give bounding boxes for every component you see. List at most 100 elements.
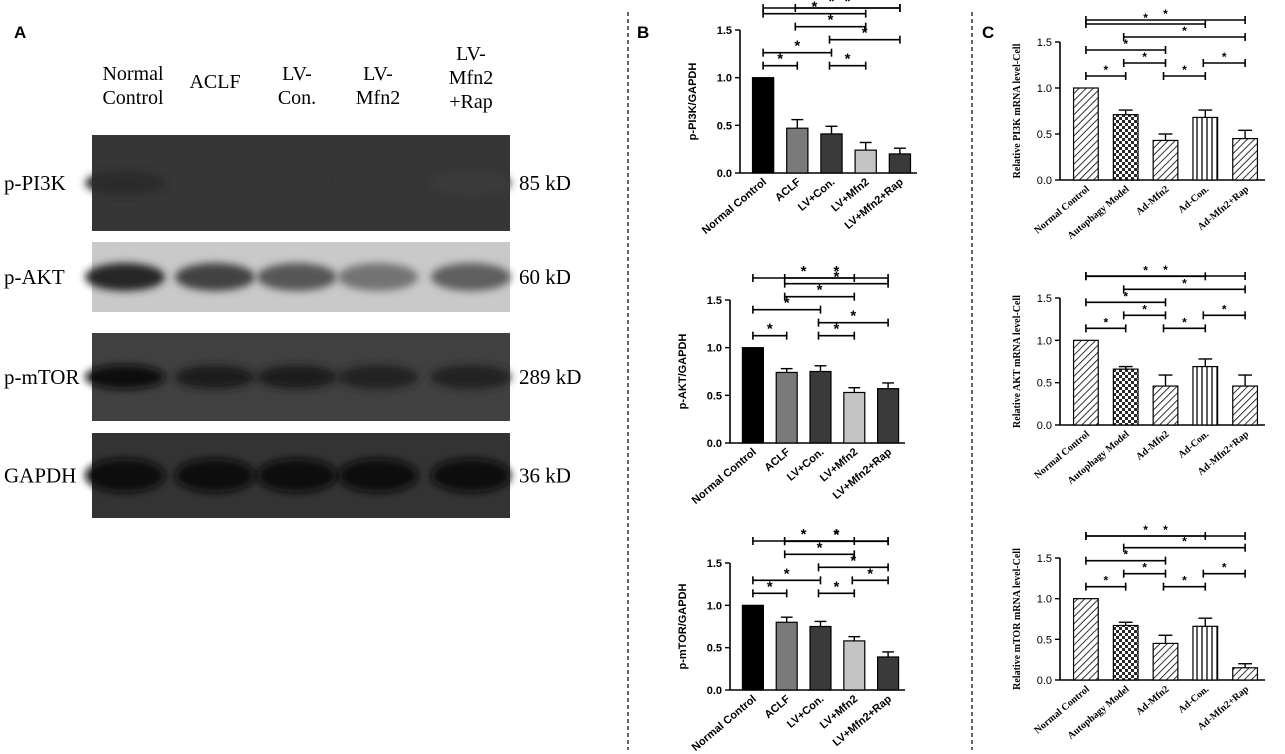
bar — [1152, 642, 1179, 681]
y-tick-label: 1.0 — [707, 343, 722, 355]
significance-star: * — [1222, 561, 1227, 575]
y-tick-label: 0.0 — [1037, 675, 1052, 687]
significance-bracket: * — [1202, 561, 1246, 578]
x-tick-label: Normal Control — [690, 446, 759, 507]
blot-band — [85, 263, 165, 291]
significance-bracket: * — [1122, 302, 1167, 320]
bar — [1232, 385, 1259, 426]
bar — [843, 640, 866, 691]
significance-bracket: * — [1085, 523, 1207, 540]
blot-band — [85, 458, 165, 493]
bar — [820, 133, 843, 174]
y-axis-label: Relative PI3K mRNA level-Cell — [1012, 43, 1023, 178]
bar — [1072, 339, 1099, 426]
x-tick-label: Ad-Con. — [1176, 429, 1211, 461]
significance-star: * — [784, 295, 790, 312]
significance-star: * — [850, 552, 856, 569]
significance-star: * — [767, 578, 773, 595]
significance-star: * — [1103, 574, 1108, 588]
significance-bracket: * — [817, 578, 856, 598]
bar — [775, 371, 798, 444]
significance-bracket: * — [1085, 7, 1246, 24]
significance-bracket: * — [1162, 63, 1207, 80]
significance-star: * — [1142, 50, 1147, 64]
y-tick-label: 0.5 — [717, 120, 732, 132]
blot-band — [338, 365, 418, 389]
blot-label: GAPDH — [4, 464, 76, 488]
significance-star: * — [1222, 302, 1227, 316]
x-tick-label: Ad-Mfn2 — [1134, 429, 1171, 463]
y-tick-label: 1.0 — [1037, 335, 1052, 347]
panel-letter-b: B — [637, 23, 649, 42]
blot-kd: 60 kD — [519, 265, 571, 289]
x-tick-label: ACLF — [762, 693, 792, 721]
significance-bracket: * — [817, 308, 889, 327]
y-axis-label: p-mTOR/GAPDH — [677, 583, 689, 669]
blot-row: p-PI3K 85 kD — [4, 135, 571, 231]
blot-label: p-PI3K — [4, 171, 66, 195]
bar — [1112, 624, 1139, 681]
x-tick-label: ACLF — [762, 446, 792, 474]
significance-bracket: * — [752, 263, 856, 282]
blot-band — [257, 263, 337, 291]
y-tick-label: 1.0 — [717, 73, 732, 85]
y-tick-label: 1.0 — [707, 600, 722, 612]
significance-star: * — [867, 565, 873, 582]
significance-bracket: * — [1085, 263, 1207, 281]
bar — [1072, 598, 1099, 681]
significance-star: * — [767, 321, 773, 338]
y-tick-label: 0.0 — [707, 685, 722, 697]
significance-bracket: * — [1085, 523, 1246, 540]
bar — [1192, 625, 1219, 681]
bar — [1192, 365, 1219, 426]
significance-star: * — [1182, 574, 1187, 588]
y-tick-label: 0.5 — [707, 643, 722, 655]
panel-a-western-blot: Normal Control ACLF LV-Con. LV-Mfn2 LV-Mfn2 +R… — [4, 43, 581, 518]
bar — [775, 621, 798, 691]
significance-star: * — [1143, 11, 1148, 25]
blot-band — [431, 263, 511, 291]
blot-band — [85, 171, 165, 195]
y-tick-label: 1.5 — [707, 558, 722, 570]
y-tick-label: 0.0 — [707, 438, 722, 450]
significance-bracket: * — [762, 38, 833, 57]
significance-star: * — [1143, 263, 1148, 277]
x-tick-label: Ad-Con. — [1176, 684, 1211, 716]
y-tick-label: 1.0 — [1037, 594, 1052, 606]
significance-star: * — [833, 578, 839, 595]
bar — [854, 149, 877, 174]
blot-band — [431, 171, 511, 195]
bar — [741, 347, 764, 444]
y-tick-label: 1.0 — [1037, 83, 1052, 95]
significance-bracket: * — [817, 321, 856, 340]
x-tick-label: ACLF — [773, 176, 803, 204]
significance-star: * — [817, 539, 823, 556]
y-tick-label: 0.5 — [1037, 634, 1052, 646]
significance-star: * — [1182, 24, 1187, 38]
blot-band — [257, 171, 337, 195]
significance-star: * — [817, 282, 823, 299]
y-tick-label: 1.5 — [717, 25, 732, 37]
blot-band — [338, 263, 418, 291]
chart-p-mtor: 0.0 0.5 1.0 1.5 p-mTOR/GAPDH Normal Control AC… — [677, 526, 905, 754]
y-axis-label: Relative mTOR mRNA level-Cell — [1012, 548, 1023, 690]
significance-star: * — [1142, 302, 1147, 316]
x-tick-label: Normal Control — [700, 176, 769, 237]
x-tick-label: Ad-Mfn2 — [1134, 684, 1171, 718]
significance-star: * — [777, 51, 783, 68]
blot-row: p-AKT 60 kD — [4, 242, 571, 312]
bar — [843, 391, 866, 444]
significance-star: * — [1182, 63, 1187, 77]
significance-bracket: * — [828, 25, 901, 44]
significance-bracket: * — [851, 565, 889, 585]
chart-mtor-mrna: 0.0 0.5 1.0 1.5 Relative mTOR mRNA level-Cel… — [1012, 523, 1265, 742]
significance-star: * — [1182, 315, 1187, 329]
blot-row: GAPDH 36 kD — [4, 433, 571, 518]
x-tick-label: LV+Mfn2+Rap — [831, 693, 894, 749]
significance-bracket: * — [1122, 276, 1246, 294]
blot-kd: 289 kD — [519, 365, 581, 389]
bar — [1072, 87, 1099, 181]
significance-star: * — [801, 263, 807, 280]
lane-label: LV-Mfn2 +Rap — [449, 43, 493, 113]
significance-bracket: * — [1085, 263, 1246, 280]
